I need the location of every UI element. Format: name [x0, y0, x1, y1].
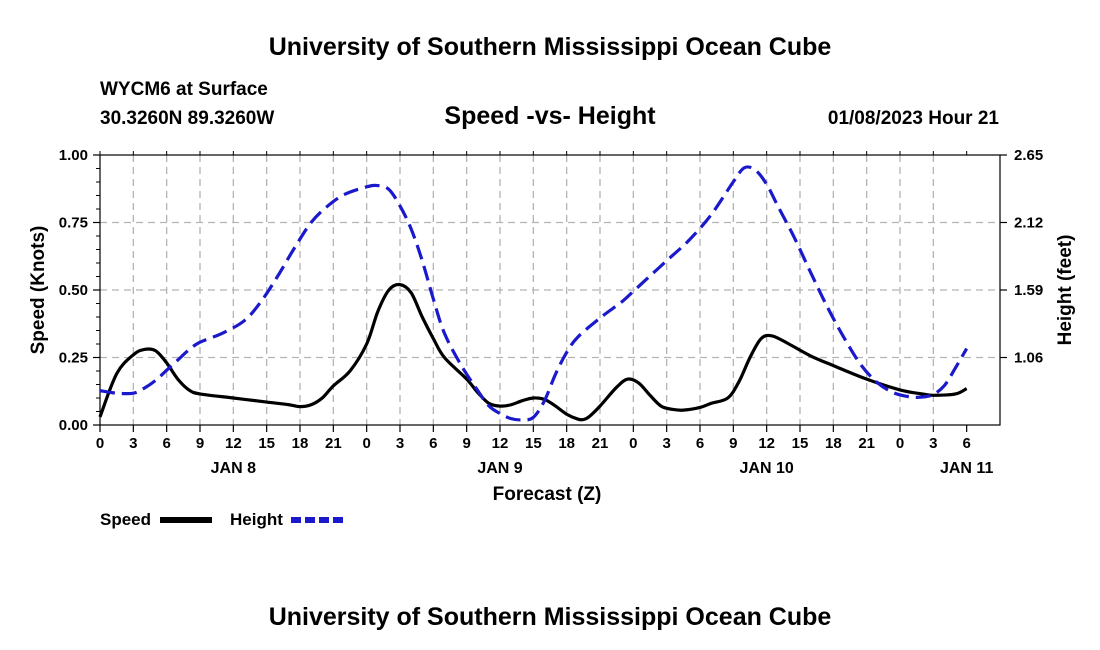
footer-title: University of Southern Mississippi Ocean…	[269, 603, 832, 631]
legend-height-label: Height	[230, 510, 283, 529]
x-tick-label: 0	[96, 435, 104, 452]
x-tick-label: 21	[325, 435, 342, 452]
x-axis-title: Forecast (Z)	[493, 484, 602, 505]
location-label: 30.3260N 89.3260W	[100, 108, 274, 129]
x-tick-label: 6	[429, 435, 437, 452]
tick-labels: 0 3 6 9 12 15 18 21 0 3 6 9 12 15 18 21 0 3 6 9 12 15 18 21 0 3 6 0…	[59, 147, 1043, 477]
x-tick-label: 12	[225, 435, 242, 452]
station-label: WYCM6 at Surface	[100, 79, 268, 100]
grid-lines	[100, 155, 1000, 425]
y-right-tick-label: 2.65	[1014, 147, 1043, 164]
x-tick-label: 3	[129, 435, 137, 452]
x-tick-label: 0	[896, 435, 904, 452]
y-right-tick-label: 1.06	[1014, 350, 1043, 367]
x-tick-label: 12	[758, 435, 775, 452]
series-lines	[98, 165, 969, 422]
x-tick-label: 9	[729, 435, 737, 452]
date-label: JAN 11	[940, 460, 993, 477]
x-tick-label: 3	[929, 435, 937, 452]
y-right-tick-label: 1.59	[1014, 282, 1043, 299]
y-right-tick-label: 2.12	[1014, 215, 1043, 232]
x-tick-label: 3	[396, 435, 404, 452]
x-tick-label: 15	[792, 435, 809, 452]
date-label: JAN 9	[477, 460, 522, 477]
y-axis-left-title: Speed (Knots)	[28, 226, 49, 355]
x-tick-label: 15	[258, 435, 275, 452]
x-tick-label: 0	[629, 435, 637, 452]
x-tick-label: 12	[492, 435, 509, 452]
series-line-height	[99, 165, 969, 422]
x-tick-label: 9	[462, 435, 470, 452]
x-tick-label: 0	[362, 435, 370, 452]
y-left-tick-label: 1.00	[59, 147, 88, 164]
x-tick-label: 21	[592, 435, 609, 452]
x-tick-label: 18	[825, 435, 842, 452]
date-label: JAN 8	[211, 460, 256, 477]
x-tick-label: 18	[558, 435, 575, 452]
x-tick-label: 18	[292, 435, 309, 452]
forecast-datetime: 01/08/2023 Hour 21	[828, 108, 1000, 129]
main-title: University of Southern Mississippi Ocean…	[269, 33, 832, 61]
x-tick-label: 9	[196, 435, 204, 452]
y-left-tick-label: 0.75	[59, 215, 88, 232]
x-tick-label: 21	[858, 435, 875, 452]
chart-subtitle: Speed -vs- Height	[444, 102, 656, 130]
axis-ticks	[93, 151, 1007, 432]
x-tick-label: 6	[962, 435, 970, 452]
legend: Speed Height	[100, 510, 343, 529]
date-label: JAN 10	[740, 460, 794, 477]
legend-speed-label: Speed	[100, 510, 151, 529]
x-tick-label: 15	[525, 435, 542, 452]
x-tick-label: 6	[696, 435, 704, 452]
series-line-speed	[98, 282, 968, 422]
y-left-tick-label: 0.50	[59, 282, 88, 299]
x-tick-label: 6	[162, 435, 170, 452]
y-left-tick-label: 0.00	[59, 417, 88, 434]
y-axis-right-title: Height (feet)	[1055, 235, 1076, 346]
x-tick-label: 3	[662, 435, 670, 452]
y-left-tick-label: 0.25	[59, 350, 88, 367]
